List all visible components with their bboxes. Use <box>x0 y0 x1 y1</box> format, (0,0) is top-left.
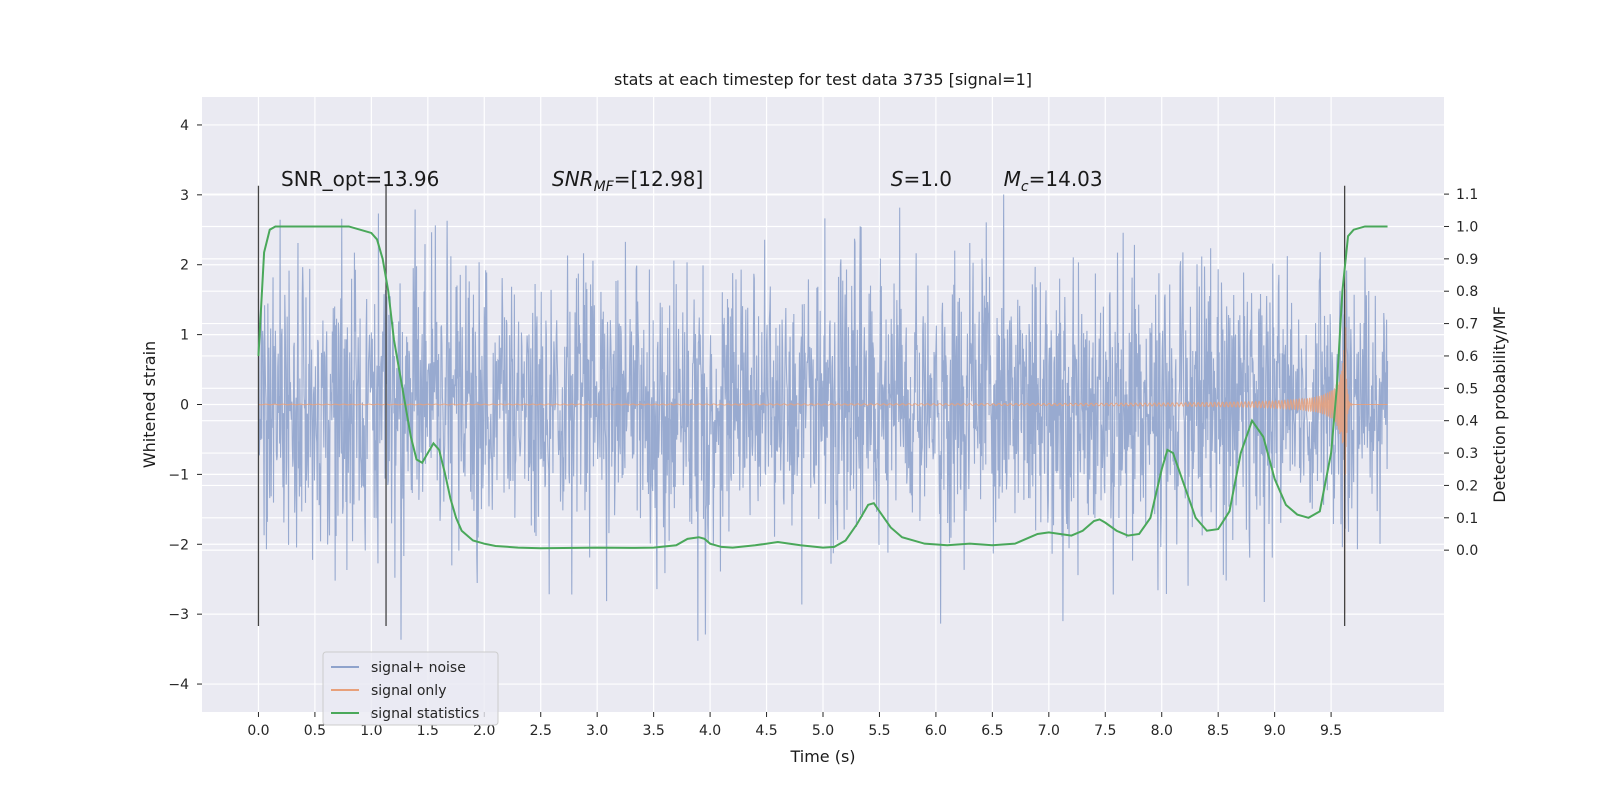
annotation-text: SNR_opt=13.96 <box>281 167 439 191</box>
annotations: SNR_opt=13.96 SNRMF=[12.98] S=1.0 Mc=14.03 <box>281 167 1103 195</box>
annotation-text: Mc=14.03 <box>1004 167 1103 195</box>
y-axis-label: Whitened strain <box>140 341 159 468</box>
x-tick-label: 8.5 <box>1207 723 1229 739</box>
x-tick-label: 0.0 <box>247 723 269 739</box>
annotation-subscript: c <box>1021 179 1029 195</box>
annotation-symbol: S <box>891 167 904 191</box>
legend-label: signal+ noise <box>371 660 466 676</box>
y-right-tick-label: 1.1 <box>1456 187 1478 203</box>
x-tick-label: 6.5 <box>981 723 1003 739</box>
annotation-value: =[12.98] <box>614 167 704 191</box>
annotation-value: =14.03 <box>1029 167 1103 191</box>
x-tick-label: 4.5 <box>755 723 777 739</box>
annotation-text: SNRMF=[12.98] <box>552 167 703 195</box>
x-axis-ticks: 0.0 0.5 1.0 1.5 2.0 2.5 3.0 3.5 4.0 4.5 5.0 5.5 6.0 6… <box>247 712 1342 739</box>
x-tick-label: 6.0 <box>925 723 947 739</box>
y-right-tick-label: 0.0 <box>1456 543 1478 559</box>
x-tick-label: 3.5 <box>643 723 665 739</box>
series-signal-only <box>258 289 1388 615</box>
y-tick-label: −4 <box>168 677 189 693</box>
y-tick-label: 1 <box>180 328 189 344</box>
y-right-tick-label: 0.2 <box>1456 478 1478 494</box>
y-tick-label: −1 <box>168 467 189 483</box>
y-right-tick-label: 0.6 <box>1456 349 1478 365</box>
x-tick-label: 9.0 <box>1264 723 1286 739</box>
annotation-text: S=1.0 <box>891 167 952 191</box>
legend: signal+ noise signal only signal statistic… <box>322 651 499 726</box>
statistics-line <box>257 225 1388 550</box>
legend-items: signal+ noise signal only signal statistic… <box>331 660 479 722</box>
y-right-tick-label: 0.8 <box>1456 284 1478 300</box>
y-right-tick-label: 0.5 <box>1456 381 1478 397</box>
y-axis-right-label: Detection probability/MF <box>1490 306 1509 503</box>
x-tick-label: 3.0 <box>586 723 608 739</box>
x-tick-label: 5.0 <box>812 723 834 739</box>
legend-label: signal only <box>371 683 446 699</box>
x-tick-label: 0.5 <box>304 723 326 739</box>
y-right-tick-label: 0.4 <box>1456 414 1478 430</box>
x-tick-label: 8.0 <box>1151 723 1173 739</box>
y-right-tick-label: 1.0 <box>1456 219 1478 235</box>
y-right-tick-label: 0.1 <box>1456 511 1478 527</box>
y-tick-label: 0 <box>180 398 189 414</box>
chart-title: stats at each timestep for test data 373… <box>614 70 1032 89</box>
y-tick-label: −3 <box>168 607 189 623</box>
x-tick-label: 2.0 <box>473 723 495 739</box>
series-signal-plus-noise <box>257 194 1389 641</box>
x-tick-label: 4.0 <box>699 723 721 739</box>
x-tick-label: 7.5 <box>1094 723 1116 739</box>
annotation-symbol: M <box>1004 167 1021 191</box>
y-right-tick-label: 0.3 <box>1456 446 1478 462</box>
annotation-value: =1.0 <box>903 167 952 191</box>
x-tick-label: 7.0 <box>1038 723 1060 739</box>
y-tick-label: 4 <box>180 118 189 134</box>
left-axis-ticks: 4 3 2 1 0 −1 −2 −3 −4 <box>168 118 202 693</box>
x-tick-label: 1.5 <box>417 723 439 739</box>
x-tick-label: 1.0 <box>360 723 382 739</box>
x-tick-label: 9.5 <box>1320 723 1342 739</box>
vertical-markers <box>257 185 1346 627</box>
y-tick-label: 2 <box>180 258 189 274</box>
x-tick-label: 2.5 <box>530 723 552 739</box>
signal-trace <box>258 289 1388 615</box>
legend-box <box>322 651 499 726</box>
series-signal-statistics <box>257 225 1388 550</box>
y-right-tick-label: 0.7 <box>1456 317 1478 333</box>
right-axis-ticks: 1.1 1.0 0.9 0.8 0.7 0.6 0.5 0.4 0.3 0.2 0.1 0.0 <box>1444 187 1478 559</box>
annotation-symbol: SNR <box>552 167 594 191</box>
y-right-tick-label: 0.9 <box>1456 252 1478 268</box>
plot-area <box>202 97 1444 712</box>
x-tick-label: 5.5 <box>868 723 890 739</box>
x-axis-label: Time (s) <box>789 747 855 766</box>
noise-trace <box>257 194 1389 641</box>
y-tick-label: 3 <box>180 188 189 204</box>
annotation-subscript: MF <box>594 179 615 195</box>
legend-label: signal statistics <box>371 706 479 722</box>
y-tick-label: −2 <box>168 537 189 553</box>
